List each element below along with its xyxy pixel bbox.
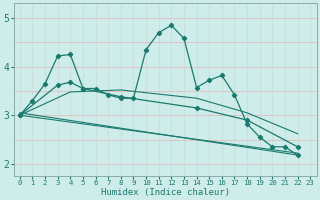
X-axis label: Humidex (Indice chaleur): Humidex (Indice chaleur) (100, 188, 229, 197)
